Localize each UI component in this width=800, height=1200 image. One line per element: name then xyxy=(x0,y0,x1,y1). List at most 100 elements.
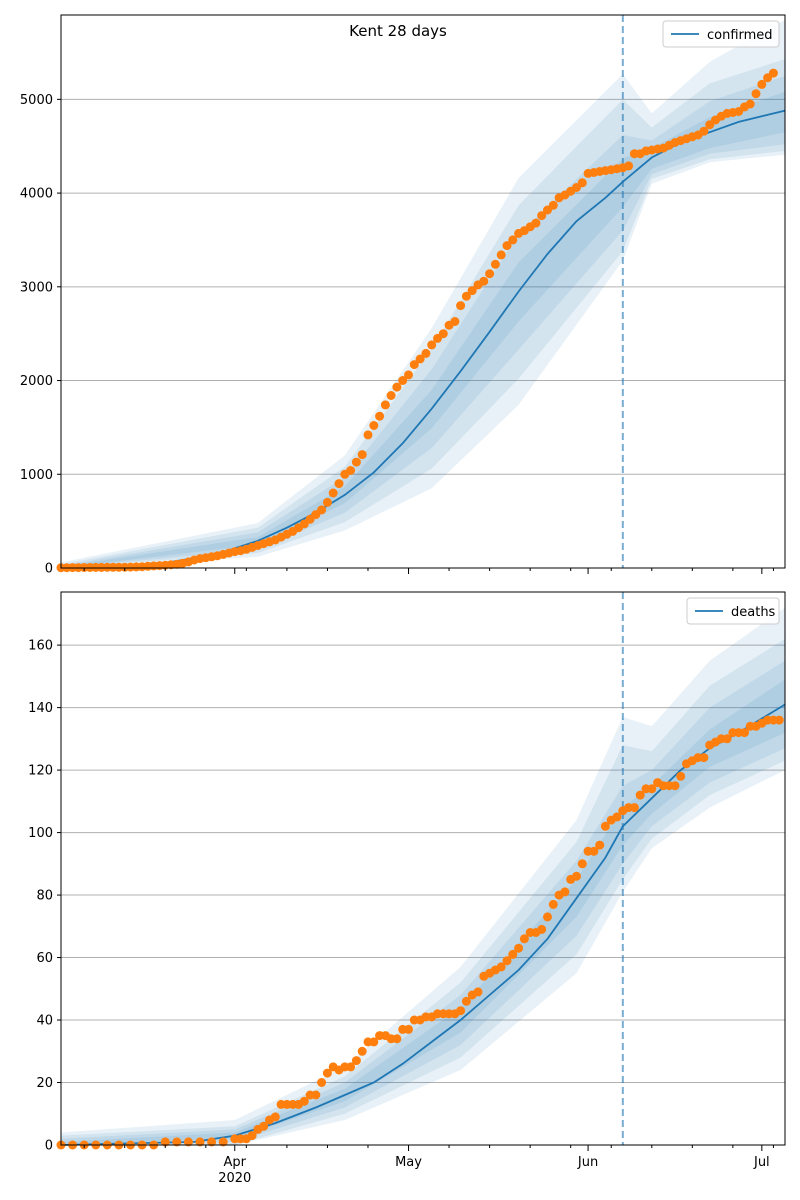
data-point xyxy=(676,771,686,781)
data-point xyxy=(218,1137,228,1147)
data-point xyxy=(508,949,518,959)
data-point xyxy=(409,360,419,370)
data-point xyxy=(380,400,390,410)
uncertainty-band xyxy=(61,607,785,1145)
data-point xyxy=(363,430,373,440)
data-point xyxy=(375,411,385,421)
data-point xyxy=(461,996,471,1006)
data-point xyxy=(183,1137,193,1147)
legend-label: confirmed xyxy=(707,28,773,43)
y-tick-label: 2000 xyxy=(20,374,53,389)
uncertainty-band xyxy=(61,59,785,568)
data-point xyxy=(270,1112,280,1122)
data-point xyxy=(195,1137,205,1147)
data-point xyxy=(774,715,784,725)
data-point xyxy=(508,235,518,245)
data-point xyxy=(392,382,402,392)
data-point xyxy=(577,859,587,869)
y-tick-label: 0 xyxy=(45,562,53,577)
plot-frame xyxy=(60,591,786,1146)
y-tick-label: 80 xyxy=(36,889,53,904)
data-point xyxy=(386,391,396,400)
data-point xyxy=(612,812,622,822)
y-tick-label: 60 xyxy=(36,951,53,966)
x-tick-label: Jul xyxy=(753,1155,770,1170)
data-point xyxy=(490,259,500,269)
figure-title: Kent 28 days xyxy=(349,22,447,40)
data-point xyxy=(519,934,529,944)
data-point xyxy=(334,479,344,489)
data-point xyxy=(496,962,506,972)
data-point xyxy=(537,211,547,221)
data-point xyxy=(427,340,437,350)
uncertainty-band xyxy=(61,19,785,568)
y-tick-label: 4000 xyxy=(20,187,53,202)
data-point xyxy=(560,887,570,897)
data-point xyxy=(745,99,755,109)
y-tick-label: 160 xyxy=(28,639,53,654)
data-point xyxy=(311,1090,321,1100)
x-tick-sublabel: 2020 xyxy=(218,1171,251,1186)
data-point xyxy=(624,161,634,171)
data-point xyxy=(485,269,495,279)
data-point xyxy=(531,218,541,228)
data-point xyxy=(502,956,512,966)
y-tick-label: 20 xyxy=(36,1076,53,1091)
y-tick-label: 40 xyxy=(36,1014,53,1029)
data-point xyxy=(629,803,639,813)
data-point xyxy=(172,1137,182,1147)
data-point xyxy=(438,329,448,339)
data-point xyxy=(740,728,749,738)
x-tick-label: Jun xyxy=(577,1155,598,1170)
data-point xyxy=(456,1006,466,1016)
data-point xyxy=(461,291,471,301)
data-point xyxy=(548,899,558,909)
uncertainty-band xyxy=(61,679,785,1145)
data-point xyxy=(548,200,558,210)
data-point xyxy=(404,1024,413,1034)
x-tick-label: Apr xyxy=(224,1155,247,1170)
data-point xyxy=(722,734,732,744)
data-point xyxy=(543,912,552,922)
data-point xyxy=(207,1137,217,1147)
data-point xyxy=(398,376,408,385)
data-point xyxy=(247,1131,257,1141)
data-point xyxy=(577,178,587,188)
data-point xyxy=(322,497,332,507)
data-point xyxy=(351,457,361,467)
data-point xyxy=(357,1046,367,1056)
data-point xyxy=(699,753,709,763)
data-point xyxy=(160,1137,170,1147)
legend-box xyxy=(662,20,780,48)
data-point xyxy=(670,781,680,791)
y-tick-label: 120 xyxy=(28,764,53,779)
data-point xyxy=(467,286,477,296)
uncertainty-band xyxy=(61,91,785,569)
data-point xyxy=(346,466,356,475)
data-point xyxy=(357,450,367,460)
legend-label: deaths xyxy=(731,605,776,620)
data-point xyxy=(496,250,506,260)
data-point xyxy=(595,840,605,850)
data-point xyxy=(537,924,547,934)
legend-box xyxy=(686,597,780,625)
data-point xyxy=(502,241,512,251)
data-point xyxy=(514,943,524,953)
data-point xyxy=(751,89,761,99)
data-point xyxy=(328,488,338,498)
data-point xyxy=(392,1034,402,1044)
data-point xyxy=(757,79,767,89)
y-tick-label: 5000 xyxy=(20,93,53,108)
data-point xyxy=(299,1096,309,1106)
data-point xyxy=(589,846,599,856)
data-point xyxy=(647,784,657,794)
data-point xyxy=(635,790,645,800)
data-point xyxy=(473,987,483,997)
model-line xyxy=(60,703,786,1146)
y-tick-label: 100 xyxy=(28,826,53,841)
data-point xyxy=(404,370,413,380)
data-point xyxy=(346,1062,356,1072)
data-point xyxy=(450,317,460,326)
